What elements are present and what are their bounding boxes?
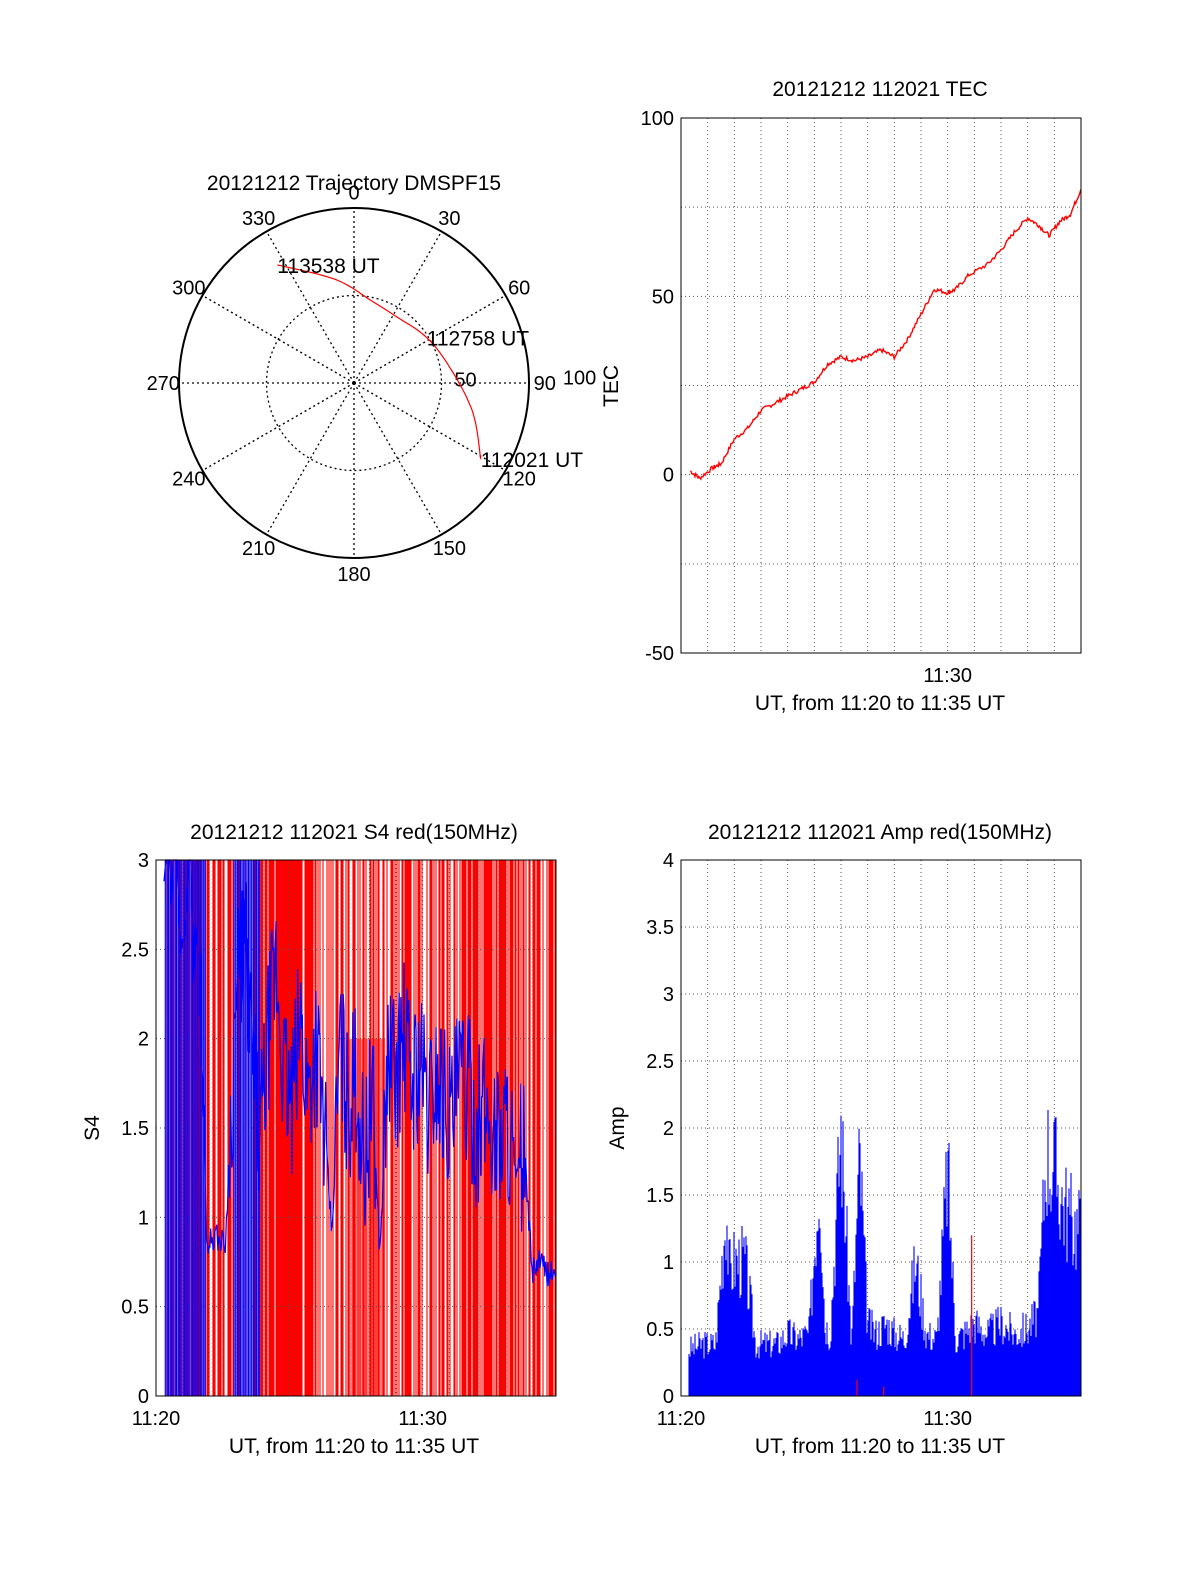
polar-radial-labels: 50 100: [454, 367, 596, 391]
polar-outer-circle: [178, 207, 530, 559]
polar-angle-label: 30: [438, 208, 460, 230]
s4-y-tick-label: 2: [138, 1029, 149, 1051]
amp-y-tick-label: 3.5: [646, 917, 674, 939]
polar-spoke-150: [353, 382, 443, 535]
polar-angle-label: 150: [433, 538, 466, 560]
s4-x-tick-label: 11:20: [132, 1408, 181, 1430]
amp-y-tick-label: 0.5: [646, 1319, 674, 1341]
polar-angle-label: 210: [242, 538, 275, 560]
tec-x-tick-label: 11:30: [923, 665, 972, 687]
amp-y-tick-label: 2: [663, 1118, 674, 1140]
tec-x-axis-label: UT, from 11:20 to 11:35 UT: [755, 692, 1005, 715]
s4-x-tick-labels: 11:20 11:30: [132, 1408, 447, 1430]
amp-y-tick-label: 2.5: [646, 1051, 674, 1073]
tec-x-tick-labels: 11:30: [923, 665, 972, 687]
amp-x-tick-label: 11:20: [657, 1408, 706, 1430]
polar-spoke-240: [202, 382, 355, 472]
s4-title: 20121212 112021 S4 red(150MHz): [190, 821, 518, 844]
tec-y-tick-label: 100: [641, 108, 674, 130]
polar-grid-ring-50: [265, 294, 443, 472]
tec-y-tick-labels: -50 0 50 100: [641, 108, 674, 665]
amp-y-tick-label: 1.5: [646, 1185, 674, 1207]
polar-spoke-60: [353, 294, 506, 384]
s4-y-tick-label: 0.5: [121, 1297, 149, 1319]
polar-angle-labels: 0 30 60 90 120 150 180 210 240 270 300 330: [147, 182, 556, 586]
amp-panel: 20121212 112021 Amp red(150MHz) 0 0.5 1 1.5…: [606, 821, 1082, 1458]
tec-title: 20121212 112021 TEC: [772, 78, 987, 101]
amp-red-marks: [856, 1235, 973, 1396]
s4-x-axis-label: UT, from 11:20 to 11:35 UT: [229, 1435, 479, 1458]
amp-y-tick-label: 4: [663, 850, 674, 872]
s4-y-axis-label: S4: [81, 1115, 104, 1141]
trajectory-line: [277, 264, 482, 460]
amp-y-tick-labels: 0 0.5 1 1.5 2 2.5 3 3.5 4: [646, 850, 674, 1408]
tec-y-tick-label: 50: [652, 286, 674, 308]
polar-angle-label: 90: [534, 373, 556, 395]
polar-radial-label: 100: [563, 367, 596, 389]
amp-x-axis-label: UT, from 11:20 to 11:35 UT: [755, 1435, 1005, 1458]
s4-y-tick-label: 1.5: [121, 1118, 149, 1140]
amp-y-tick-label: 1: [663, 1252, 674, 1274]
amp-plot-frame: [680, 859, 1082, 1397]
polar-title: 20121212 Trajectory DMSPF15: [207, 172, 501, 195]
amp-y-axis-label: Amp: [606, 1106, 629, 1149]
polar-angle-label: 300: [172, 278, 205, 300]
polar-angle-label: 120: [503, 468, 536, 490]
s4-y-tick-label: 3: [138, 850, 149, 872]
trajectory-annotations: 113538 UT 112758 UT 112021 UT: [277, 255, 583, 472]
polar-angle-label: 180: [337, 564, 370, 586]
polar-angle-label: 240: [172, 468, 205, 490]
polar-angle-label: 330: [242, 208, 275, 230]
tec-y-tick-label: 0: [663, 465, 674, 487]
amp-title: 20121212 112021 Amp red(150MHz): [708, 821, 1052, 844]
polar-radial-label: 50: [454, 370, 476, 392]
trajectory-time-label: 113538 UT: [277, 255, 380, 278]
tec-series-line: [690, 189, 1082, 481]
s4-blue-series-line: [163, 859, 556, 1396]
s4-plot-frame: [155, 859, 557, 1397]
s4-y-tick-label: 2.5: [121, 939, 149, 961]
s4-y-tick-labels: 0 0.5 1 1.5 2 2.5 3: [121, 850, 149, 1408]
amp-x-tick-labels: 11:20 11:30: [657, 1408, 972, 1430]
amp-x-tick-label: 11:30: [923, 1408, 972, 1430]
amp-y-tick-label: 0: [663, 1386, 674, 1408]
s4-panel: 20121212 112021 S4 red(150MHz) 0 0.5 1 1.5 2…: [81, 821, 557, 1458]
s4-x-tick-label: 11:30: [398, 1408, 447, 1430]
polar-spoke-30: [353, 231, 443, 384]
amp-y-tick-label: 3: [663, 984, 674, 1006]
s4-y-tick-label: 0: [138, 1386, 149, 1408]
trajectory-time-label: 112021 UT: [481, 449, 584, 472]
trajectory-polar-panel: 20121212 Trajectory DMSPF15 0 30 60 90 120 15…: [147, 172, 597, 586]
polar-angle-label: 0: [348, 182, 359, 204]
s4-y-tick-label: 1: [138, 1207, 149, 1229]
polar-spoke-300: [202, 294, 355, 384]
tec-plot-frame: [680, 117, 1082, 654]
tec-y-tick-label: -50: [645, 643, 674, 665]
trajectory-time-label: 112758 UT: [427, 328, 530, 351]
tec-y-axis-label: TEC: [600, 365, 623, 407]
amp-blue-spikes: [688, 1109, 1081, 1396]
polar-spoke-210: [265, 382, 355, 535]
tec-grid: [681, 117, 1081, 654]
polar-angle-label: 60: [508, 278, 530, 300]
polar-spoke-330: [265, 231, 355, 384]
polar-angle-label: 270: [147, 373, 180, 395]
